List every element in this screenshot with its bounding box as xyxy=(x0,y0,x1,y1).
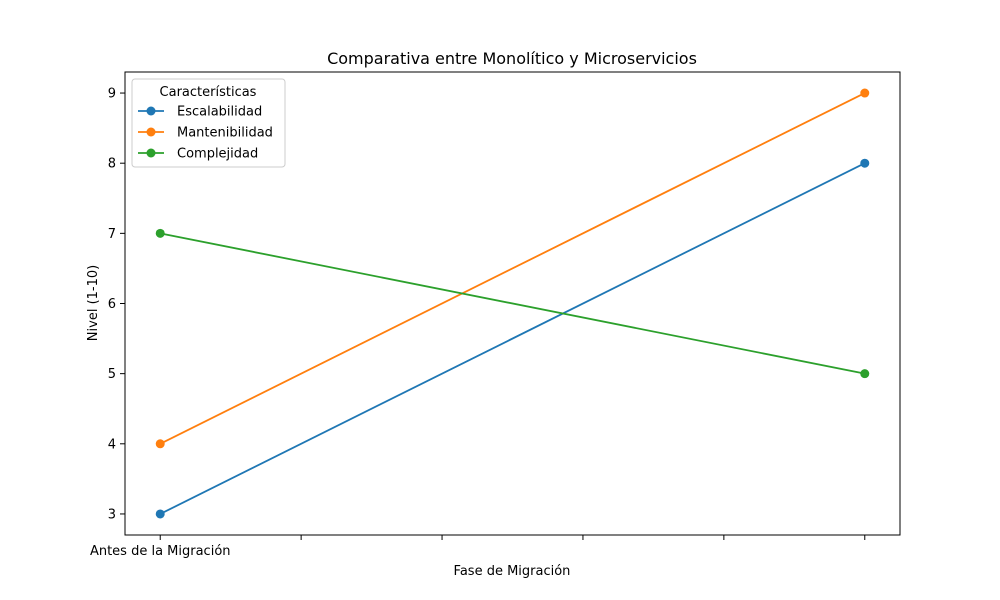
legend-swatch-marker xyxy=(146,127,156,137)
y-tick-label: 3 xyxy=(108,507,116,522)
y-tick-label: 4 xyxy=(108,437,116,452)
plot-area-frame xyxy=(124,71,901,536)
y-tick-label: 6 xyxy=(108,297,116,312)
legend-title: Características xyxy=(160,85,257,100)
data-point xyxy=(860,158,870,168)
axis-ticks: 3 4 5 6 7 8 9 Antes de la Migración xyxy=(90,87,866,559)
x-tick-label: Antes de la Migración xyxy=(90,544,231,559)
legend-item-label: Complejidad xyxy=(177,147,258,162)
legend-item-label: Escalabilidad xyxy=(177,105,262,120)
series-line xyxy=(160,232,865,375)
chart-title: Comparativa entre Monolítico y Microserv… xyxy=(327,49,697,68)
y-tick-label: 9 xyxy=(108,87,116,102)
y-axis-label: Nivel (1-10) xyxy=(86,265,101,341)
data-point xyxy=(860,88,870,98)
legend-items: Escalabilidad Mantenibilidad Complejidad xyxy=(138,105,273,162)
data-point xyxy=(860,369,870,379)
series-line xyxy=(159,162,866,515)
x-axis-label: Fase de Migración xyxy=(454,564,571,579)
legend-box xyxy=(131,78,286,168)
y-tick-label: 8 xyxy=(108,157,116,172)
series-layer xyxy=(155,88,870,519)
legend-swatch-marker xyxy=(146,106,156,116)
series-line xyxy=(159,92,866,445)
y-tick-label: 5 xyxy=(108,367,116,382)
legend-swatch-marker xyxy=(146,148,156,158)
y-tick-label: 7 xyxy=(108,227,116,242)
data-point xyxy=(155,439,165,449)
legend: Características Escalabilidad Mantenibili… xyxy=(131,78,286,168)
data-point xyxy=(155,228,165,238)
data-point xyxy=(155,509,165,519)
legend-item-label: Mantenibilidad xyxy=(177,126,273,141)
